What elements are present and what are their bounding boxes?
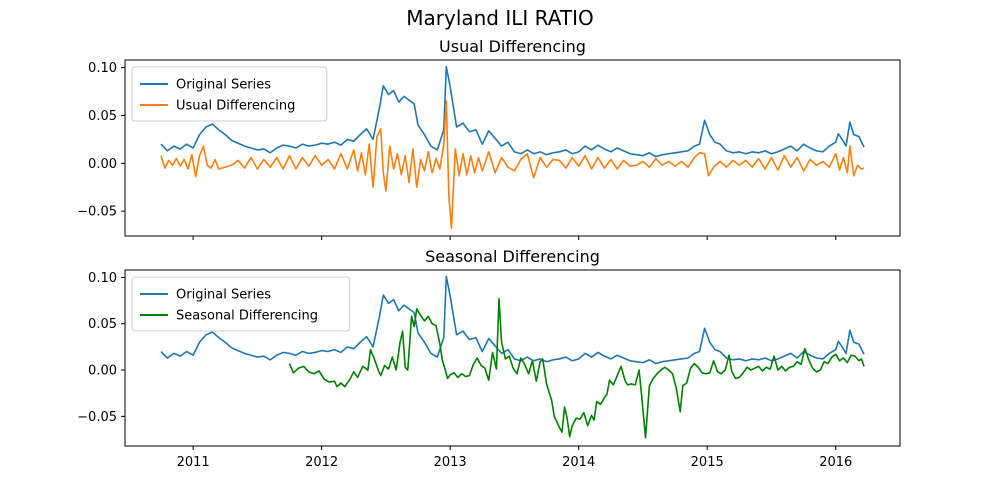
y-tick-label: 0.05: [88, 109, 117, 124]
series-line-original-series: [160, 275, 865, 365]
legend-label: Original Series: [176, 78, 271, 93]
figure-suptitle: Maryland ILI RATIO: [406, 6, 593, 30]
y-tick-label: −0.05: [77, 410, 117, 425]
legend-box: [131, 66, 328, 122]
y-tick-label: 0.10: [88, 61, 117, 76]
x-tick-label: 2015: [691, 455, 724, 470]
x-tick-label: 2016: [819, 455, 852, 470]
subplot-title: Seasonal Differencing: [425, 247, 600, 266]
subplot-title: Usual Differencing: [439, 37, 586, 56]
axes-frame: [124, 59, 901, 237]
x-tick-label: 2012: [305, 455, 338, 470]
bottom-subplot-seasonal-differencing: Seasonal Differencing −0.05 0.00 0.05 0.10 20…: [77, 247, 901, 470]
axes-frame: [124, 269, 901, 447]
y-tick-label: 0.05: [88, 317, 117, 332]
series-line-original-series: [160, 65, 865, 158]
legend-box: [131, 276, 351, 332]
series-line-seasonal-differencing: [288, 297, 865, 439]
legend-label: Usual Differencing: [176, 99, 295, 114]
top-subplot-usual-differencing: Usual Differencing −0.05 0.00 0.05 0.10 Origi…: [77, 37, 901, 240]
legend: Original Series Usual Differencing: [131, 66, 328, 122]
legend-label: Seasonal Differencing: [176, 309, 318, 324]
x-tick-label: 2014: [562, 455, 595, 470]
legend: Original Series Seasonal Differencing: [131, 276, 351, 332]
x-tick-label: 2011: [177, 455, 210, 470]
y-tick-label: −0.05: [77, 205, 117, 220]
y-tick-label: 0.00: [88, 157, 117, 172]
x-tick-label: 2013: [434, 455, 467, 470]
y-tick-label: 0.10: [88, 271, 117, 286]
series-line-usual-differencing: [160, 100, 865, 230]
legend-label: Original Series: [176, 288, 271, 303]
y-tick-label: 0.00: [88, 364, 117, 379]
